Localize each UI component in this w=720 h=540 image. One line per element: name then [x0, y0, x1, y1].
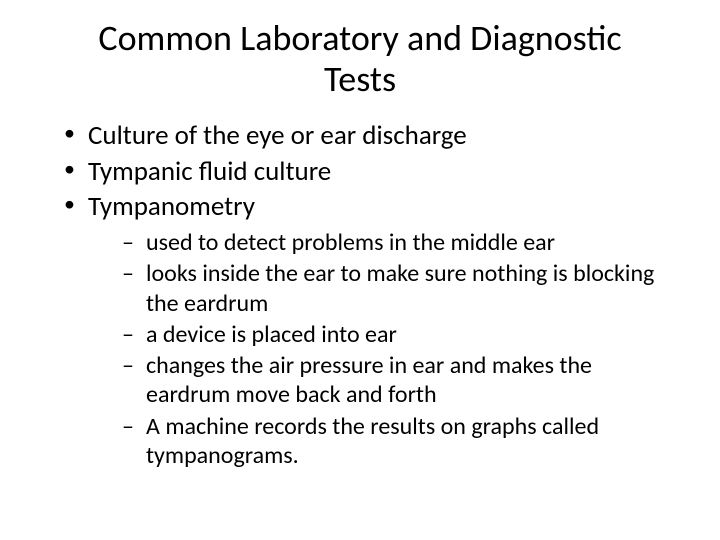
bullet-list-level2: used to detect problems in the middle ea… [122, 228, 680, 470]
list-item: Tympanometry used to detect problems in … [60, 190, 680, 470]
list-item: Tympanic fluid culture [60, 155, 680, 189]
list-item: A machine records the results on graphs … [122, 412, 680, 471]
list-item: a device is placed into ear [122, 320, 680, 349]
slide: Common Laboratory and Diagnostic Tests C… [0, 0, 720, 540]
bullet-text: Culture of the eye or ear discharge [88, 119, 467, 152]
bullet-list-level1: Culture of the eye or ear discharge Tymp… [60, 119, 680, 470]
bullet-text: Tympanic fluid culture [88, 155, 331, 188]
bullet-text: looks inside the ear to make sure nothin… [146, 259, 654, 317]
bullet-text: Tympanometry [88, 190, 255, 223]
bullet-text: a device is placed into ear [146, 320, 397, 349]
list-item: used to detect problems in the middle ea… [122, 228, 680, 257]
bullet-text: used to detect problems in the middle ea… [146, 228, 555, 257]
list-item: Culture of the eye or ear discharge [60, 119, 680, 153]
list-item: changes the air pressure in ear and make… [122, 351, 680, 410]
bullet-text: changes the air pressure in ear and make… [146, 351, 592, 409]
slide-title: Common Laboratory and Diagnostic Tests [40, 18, 680, 101]
bullet-text: A machine records the results on graphs … [146, 412, 599, 470]
list-item: looks inside the ear to make sure nothin… [122, 259, 680, 318]
